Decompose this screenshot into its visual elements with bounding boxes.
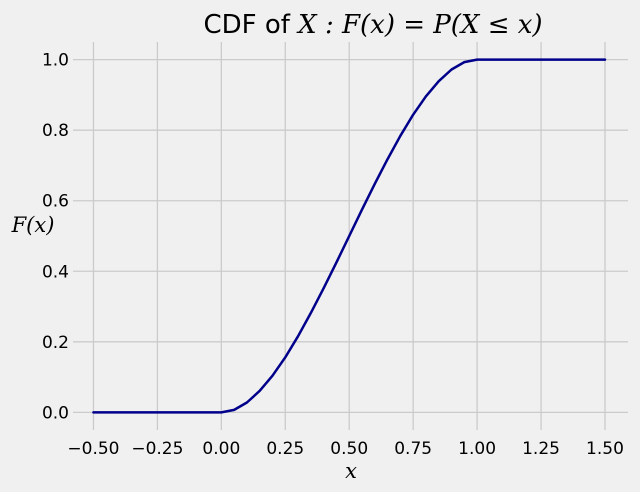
x-tick-label: 0.25 bbox=[266, 439, 304, 459]
x-tick-label: −0.25 bbox=[131, 439, 183, 459]
y-tick-label: 0.8 bbox=[42, 121, 69, 141]
y-tick-labels: 0.0 0.2 0.4 0.6 0.8 1.0 bbox=[42, 51, 69, 424]
x-axis-label: x bbox=[345, 459, 357, 483]
y-tick-label: 0.6 bbox=[42, 192, 69, 212]
x-tick-label: 1.00 bbox=[458, 439, 496, 459]
x-tick-label: 1.25 bbox=[522, 439, 560, 459]
x-tick-label: −0.50 bbox=[67, 439, 119, 459]
y-axis-label: F(x) bbox=[11, 213, 55, 237]
x-tick-label: 1.50 bbox=[586, 439, 624, 459]
y-tick-label: 0.4 bbox=[42, 262, 69, 282]
cdf-series-line bbox=[92, 58, 607, 414]
x-tick-label: 0.00 bbox=[202, 439, 240, 459]
y-tick-label: 1.0 bbox=[42, 51, 69, 71]
chart-title-prefix: CDF of bbox=[203, 10, 298, 40]
chart-title-math: X : F(x) = P(X ≤ x) bbox=[296, 10, 542, 40]
x-tick-label: 0.50 bbox=[330, 439, 368, 459]
y-tick-label: 0.2 bbox=[42, 333, 69, 353]
y-tick-label: 0.0 bbox=[42, 403, 69, 423]
x-tick-labels: −0.50 −0.25 0.00 0.25 0.50 0.75 1.00 1.25 1.50 bbox=[67, 439, 624, 459]
chart-title: CDF of X : F(x) = P(X ≤ x) bbox=[203, 10, 542, 40]
series-layer bbox=[92, 58, 607, 414]
x-tick-label: 0.75 bbox=[394, 439, 432, 459]
